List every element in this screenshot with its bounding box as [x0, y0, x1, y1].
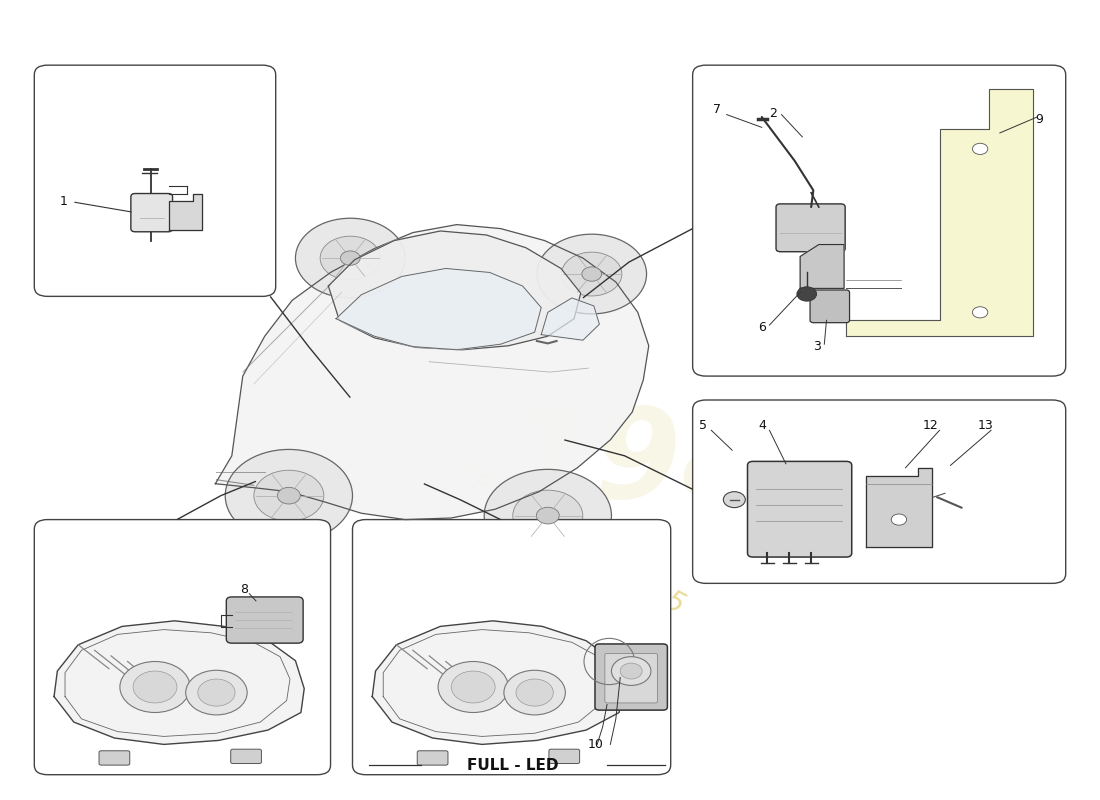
- Circle shape: [537, 507, 559, 524]
- Polygon shape: [800, 245, 844, 288]
- Circle shape: [254, 470, 323, 521]
- Circle shape: [891, 514, 906, 525]
- Circle shape: [612, 657, 651, 686]
- Text: since 1985: since 1985: [542, 523, 690, 619]
- Text: 10: 10: [587, 738, 603, 751]
- Circle shape: [620, 663, 642, 679]
- Circle shape: [186, 670, 248, 715]
- Text: 13: 13: [978, 419, 993, 433]
- FancyBboxPatch shape: [34, 65, 276, 296]
- Circle shape: [451, 671, 495, 703]
- Circle shape: [582, 267, 602, 282]
- Polygon shape: [169, 194, 202, 230]
- Text: 5: 5: [700, 419, 707, 433]
- Text: a passion for parts: a passion for parts: [453, 458, 647, 573]
- Circle shape: [484, 470, 612, 562]
- Circle shape: [198, 679, 235, 706]
- Circle shape: [537, 234, 647, 314]
- Text: 1985: 1985: [508, 403, 856, 524]
- FancyBboxPatch shape: [595, 644, 668, 710]
- FancyBboxPatch shape: [99, 750, 130, 765]
- Polygon shape: [216, 225, 649, 519]
- Circle shape: [438, 662, 508, 713]
- Text: 2: 2: [769, 107, 778, 120]
- Text: 9: 9: [1035, 113, 1043, 126]
- Polygon shape: [336, 269, 541, 350]
- Polygon shape: [372, 621, 623, 744]
- FancyBboxPatch shape: [417, 750, 448, 765]
- FancyBboxPatch shape: [810, 290, 849, 322]
- Circle shape: [504, 670, 565, 715]
- Polygon shape: [541, 298, 600, 340]
- Circle shape: [120, 662, 190, 713]
- FancyBboxPatch shape: [131, 194, 173, 232]
- FancyBboxPatch shape: [605, 654, 658, 703]
- Circle shape: [972, 143, 988, 154]
- Circle shape: [796, 286, 816, 301]
- FancyBboxPatch shape: [352, 519, 671, 774]
- Circle shape: [296, 218, 405, 298]
- FancyBboxPatch shape: [231, 749, 262, 763]
- Text: 3: 3: [813, 340, 822, 353]
- FancyBboxPatch shape: [693, 400, 1066, 583]
- Circle shape: [226, 450, 352, 542]
- FancyBboxPatch shape: [34, 519, 331, 774]
- FancyBboxPatch shape: [549, 749, 580, 763]
- Circle shape: [320, 236, 381, 280]
- FancyBboxPatch shape: [227, 597, 304, 643]
- Circle shape: [133, 671, 177, 703]
- Text: FULL - LED: FULL - LED: [466, 758, 559, 773]
- FancyBboxPatch shape: [776, 204, 845, 252]
- Text: 8: 8: [241, 583, 249, 596]
- Polygon shape: [54, 621, 305, 744]
- Text: 12: 12: [923, 419, 938, 433]
- Text: 7: 7: [714, 103, 722, 116]
- FancyBboxPatch shape: [748, 462, 851, 557]
- Circle shape: [516, 679, 553, 706]
- FancyBboxPatch shape: [693, 65, 1066, 376]
- Polygon shape: [866, 468, 932, 547]
- Circle shape: [513, 490, 583, 541]
- Circle shape: [561, 252, 621, 296]
- Circle shape: [972, 306, 988, 318]
- Circle shape: [340, 251, 360, 266]
- Text: 6: 6: [759, 321, 767, 334]
- Circle shape: [277, 487, 300, 504]
- Text: 1: 1: [59, 194, 67, 208]
- Circle shape: [724, 492, 746, 508]
- Text: 4: 4: [759, 419, 767, 433]
- Polygon shape: [846, 89, 1033, 336]
- Polygon shape: [329, 231, 581, 350]
